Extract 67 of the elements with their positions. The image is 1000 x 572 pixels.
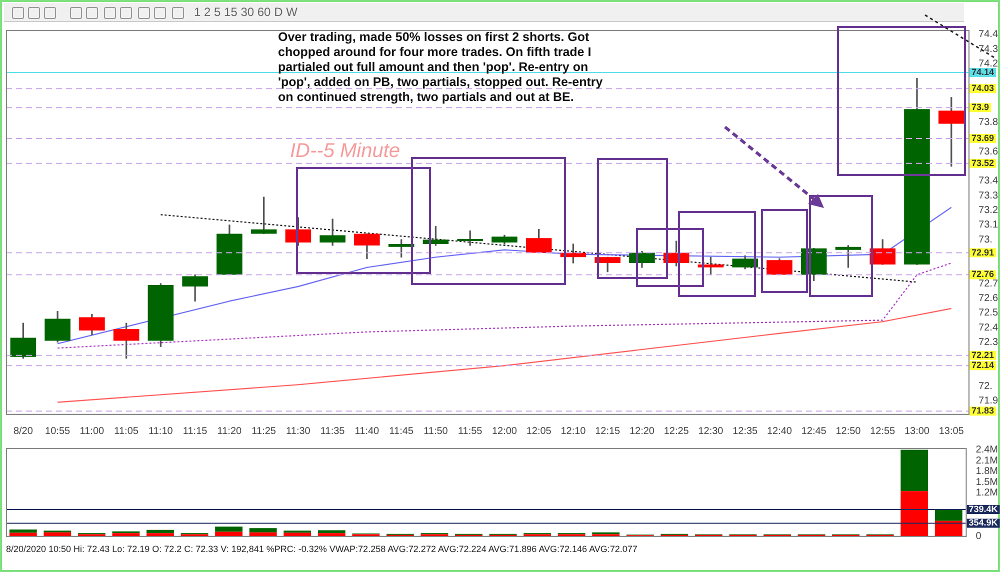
text: 8/20/2020 10:50 Hi: 72.43 Lo: 72.19 O: 72.2 C: 72.33 V: 192,841 %PRC: -0.32% VWAP:72.258 AVG:72.272 AVG:72.224 AVG:71.896 AVG:72.146 AVG:72.077 [6,544,638,554]
y-tick-label: 1.5M [976,476,998,488]
x-tick-label: 11:20 [217,426,242,437]
y-tick-label: 2.4M [976,444,998,456]
x-tick-label: 11:35 [320,426,346,437]
y-tick-label: 73.8 [978,117,998,128]
x-tick-label: 11:45 [389,426,414,437]
y-tick-label: 74.3 [978,44,998,55]
y-tick-label: 72.4 [978,322,998,334]
ref-line-label: 71.83 [972,406,994,416]
ref-line-label: 354.9K [968,518,998,528]
ref-line-label: 73.52 [972,158,994,168]
x-tick-label: 13:00 [904,426,930,437]
y-tick-label: 73.6 [978,146,998,158]
y-tick-label: 2.1M [976,455,998,466]
y-tick-label: 72.7 [978,278,998,290]
x-tick-label: 11:25 [252,426,276,437]
x-tick-label: 8/20 [13,426,34,437]
ref-line-label: 73.69 [972,132,994,143]
annotation: Over trading, made 50% losses on first 2 shorts. Got chopped around for four more trades. On fifth trade I partialed out full amount and then 'pop'. Re-entry on 'pop', added on PB, two partials, stopped out. Re-entry on continued strength, two partials and out at BE. [278,30,604,105]
x-tick-label: 12:45 [801,426,827,437]
y-tick-label: 72.6 [978,292,998,304]
ref-line-label: 72.76 [972,269,994,280]
y-tick-label: 71.9 [978,396,998,407]
x-tick-label: 12:05 [526,426,552,437]
x-tick-label: 12:40 [766,426,792,437]
ref-line-label: 74.14 [972,66,994,77]
x-tick-label: 11:40 [354,426,380,437]
y-tick-label: 73.1 [978,220,998,231]
x-tick-label: 11:50 [424,426,448,437]
ref-line-label: 73.9 [972,102,990,112]
y-tick-label: 72.3 [978,336,998,348]
ref-line-label: 72.14 [972,360,994,370]
ref-line-label: 74.03 [972,83,994,94]
x-tick-label: 12:15 [595,426,621,437]
text: 1 2 5 15 30 60 D W [194,4,298,21]
y-tick-label: 0 [976,530,982,542]
y-tick-label: 73.4 [978,176,998,187]
x-tick-label: 11:15 [182,426,208,437]
y-tick-label: 1.8M [976,466,998,478]
ref-line-label: 739.4K [968,504,998,514]
ref-line-label: 72.91 [972,247,994,258]
x-tick-label: 10:55 [45,426,71,437]
x-tick-label: 11:10 [148,426,174,437]
x-tick-label: 13:05 [938,426,964,437]
annotation: ID--5 Minute [290,140,400,163]
y-tick-label: 72. [978,380,992,392]
x-tick-label: 11:30 [286,426,311,437]
x-tick-label: 12:30 [698,426,724,437]
y-tick-label: 73.2 [978,205,998,216]
x-tick-label: 11:55 [458,426,483,437]
x-tick-label: 11:05 [114,426,139,437]
y-tick-label: 73. [978,234,992,246]
y-tick-label: 73.3 [978,190,998,202]
y-tick-label: 74.4 [978,29,998,40]
x-tick-label: 12:55 [870,426,896,437]
x-tick-label: 12:35 [732,426,758,437]
x-tick-label: 12:25 [664,426,690,437]
x-tick-label: 12:20 [629,426,655,437]
x-tick-label: 12:00 [492,426,518,437]
ref-line-label: 72.21 [972,350,994,360]
y-tick-label: 74.2 [978,58,998,70]
y-tick-label: 72.5 [978,308,998,319]
x-tick-label: 12:50 [836,426,862,437]
y-tick-label: 1.2M [976,488,998,499]
x-tick-label: 11:00 [80,426,105,437]
x-tick-label: 12:10 [560,426,586,437]
